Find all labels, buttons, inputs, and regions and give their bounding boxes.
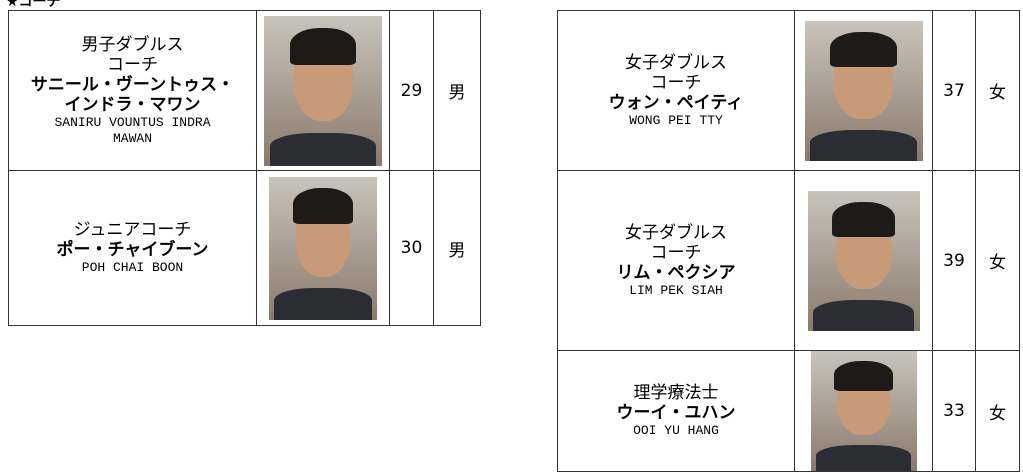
age: 37 xyxy=(932,10,976,171)
staff-row: 男子ダブルス コーチ サニール・ヴーントゥス・ インドラ・マワン SANIRU VOUN… xyxy=(8,10,481,171)
role: 女子ダブルス xyxy=(625,222,727,243)
gender: 女 xyxy=(975,170,1020,351)
role: 女子ダブルス xyxy=(625,52,727,73)
staff-info: ジュニアコーチ ポー・チャイブーン POH CHAI BOON xyxy=(8,170,257,326)
staff-info: 理学療法士 ウーイ・ユハン OOI YU HANG xyxy=(557,350,795,472)
photo-cell xyxy=(794,170,933,351)
staff-info: 男子ダブルス コーチ サニール・ヴーントゥス・ インドラ・マワン SANIRU VOUN… xyxy=(8,10,257,171)
photo xyxy=(804,20,923,161)
romaji: WONG PEI TTY xyxy=(629,112,723,128)
staff-info: 女子ダブルス コーチ リム・ペクシア LIM PEK SIAH xyxy=(557,170,795,351)
name: リム・ペクシア xyxy=(616,262,736,283)
age: 33 xyxy=(932,350,976,472)
photo-cell xyxy=(256,170,390,326)
role: ジュニアコーチ xyxy=(73,220,192,240)
staff-row: ジュニアコーチ ポー・チャイブーン POH CHAI BOON 30 男 xyxy=(8,170,481,326)
photo-body xyxy=(813,299,914,331)
gender: 女 xyxy=(975,10,1020,171)
photo-cell xyxy=(256,10,390,171)
staff-row: 女子ダブルス コーチ ウォン・ペイティ WONG PEI TTY 37 女 xyxy=(557,10,1020,171)
staff-table: 女子ダブルス コーチ ウォン・ペイティ WONG PEI TTY 37 女女子ダブルス コー… xyxy=(557,10,1020,472)
photo xyxy=(810,351,917,471)
name: ウーイ・ユハン xyxy=(616,403,736,423)
photo xyxy=(269,176,377,320)
role: 男子ダブルス xyxy=(81,34,184,55)
name: ウォン・ペイティ xyxy=(608,92,744,113)
age: 29 xyxy=(389,10,434,171)
romaji: SANIRU VOUNTUS INDRA MAWAN xyxy=(54,114,211,146)
role: コーチ xyxy=(650,72,702,93)
romaji: LIM PEK SIAH xyxy=(629,282,723,298)
age: 30 xyxy=(389,170,434,326)
section-title: ★コーチ xyxy=(6,0,61,10)
name: ポー・チャイブーン xyxy=(56,240,209,260)
age: 39 xyxy=(932,170,976,351)
photo-hair xyxy=(292,187,354,224)
role: 理学療法士 xyxy=(633,383,719,403)
photo-hair xyxy=(833,360,894,391)
romaji: OOI YU HANG xyxy=(633,423,719,438)
name: インドラ・マワン xyxy=(64,94,201,115)
gender: 男 xyxy=(433,170,481,326)
role: コーチ xyxy=(107,54,158,75)
gender: 男 xyxy=(433,10,481,171)
photo-cell xyxy=(794,10,933,171)
photo-body xyxy=(815,444,912,471)
photo-body xyxy=(274,288,372,320)
staff-table: 男子ダブルス コーチ サニール・ヴーントゥス・ インドラ・マワン SANIRU VOUN… xyxy=(8,10,481,326)
name: サニール・ヴーントゥス・ xyxy=(30,74,235,95)
photo xyxy=(807,190,920,331)
photo xyxy=(264,15,382,166)
photo-hair xyxy=(832,201,895,237)
role: コーチ xyxy=(650,242,702,263)
gender: 女 xyxy=(975,350,1020,472)
photo-body xyxy=(269,132,377,166)
staff-info: 女子ダブルス コーチ ウォン・ペイティ WONG PEI TTY xyxy=(557,10,795,171)
staff-row: 理学療法士 ウーイ・ユハン OOI YU HANG 33 女 xyxy=(557,350,1020,472)
photo-cell xyxy=(794,350,933,472)
photo-hair xyxy=(830,31,897,67)
photo-hair xyxy=(289,27,357,65)
photo-body xyxy=(810,129,917,161)
staff-row: 女子ダブルス コーチ リム・ペクシア LIM PEK SIAH 39 女 xyxy=(557,170,1020,351)
romaji: POH CHAI BOON xyxy=(81,260,184,275)
